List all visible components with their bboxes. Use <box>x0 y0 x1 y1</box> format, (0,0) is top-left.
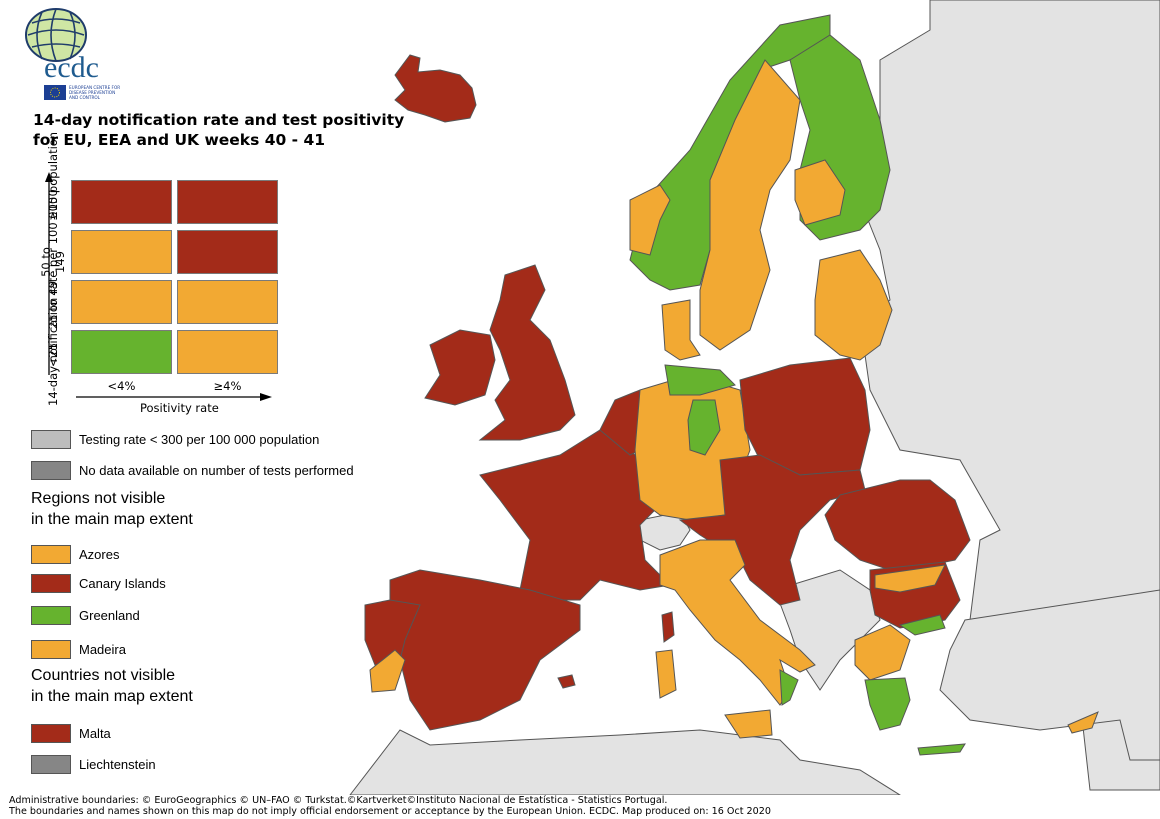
sweden-region <box>699 59 801 351</box>
x-axis-label: Positivity rate <box>140 401 219 415</box>
ecdc-logo: ecdc EUROPEAN CENTRE FOR DISEASE PREVENT… <box>25 8 120 100</box>
legend-region-madeira: Madeira <box>31 640 126 659</box>
balearics-region <box>557 674 576 689</box>
disclaimer-line: The boundaries and names shown on this m… <box>9 806 771 817</box>
bulgaria-band-region <box>874 564 946 593</box>
matrix-legend: 14-day notification rate per 100 000 pop… <box>30 132 290 420</box>
heading-line: Countries not visible <box>31 667 176 684</box>
legend-label: Liechtenstein <box>79 757 156 772</box>
axis-arrows <box>45 172 272 401</box>
france-region <box>479 429 672 601</box>
poland-region <box>739 357 871 476</box>
legend-country-liechtenstein: Liechtenstein <box>31 755 156 774</box>
svg-text:DISEASE PREVENTION: DISEASE PREVENTION <box>69 90 115 95</box>
portugal-north-region <box>364 599 421 666</box>
eu-flag-icon <box>44 85 66 100</box>
greece-south-region <box>864 677 911 731</box>
row-label: <25 <box>46 342 60 368</box>
matrix-cell-lt25-ge4 <box>177 330 278 374</box>
matrix-cell-50to149-ge4 <box>177 230 278 274</box>
ecdc-wordmark: ecdc <box>44 51 99 84</box>
central-europe-region <box>678 454 866 606</box>
map-title: 14-day notification rate and test positi… <box>33 110 413 150</box>
finland-west-region <box>794 159 846 226</box>
attribution-footer: Administrative boundaries: © EuroGeograp… <box>9 795 771 817</box>
regions-heading: Regions not visible in the main map exte… <box>31 488 193 530</box>
matrix-cell-25to49-ge4 <box>177 280 278 324</box>
norway-west-region <box>629 184 671 256</box>
matrix-cell-25to49-lt4 <box>71 280 172 324</box>
swatch-red <box>31 724 71 743</box>
legend-label: Malta <box>79 726 111 741</box>
iceland-region <box>394 54 477 123</box>
countries-heading: Countries not visible in the main map ex… <box>31 665 193 707</box>
attribution-line: Administrative boundaries: © EuroGeograp… <box>9 795 668 806</box>
cyprus-region <box>1067 711 1099 734</box>
swatch-red <box>31 574 71 593</box>
swatch-orange <box>31 545 71 564</box>
germany-north-green-region <box>664 364 736 396</box>
swatch-light-grey <box>31 430 71 449</box>
sardinia-region <box>655 649 677 699</box>
uk-region <box>478 264 576 441</box>
svg-text:EUROPEAN CENTRE FOR: EUROPEAN CENTRE FOR <box>69 85 120 90</box>
row-label: 25 to 49 <box>46 280 60 330</box>
arrow-up-icon <box>45 172 53 182</box>
legend-no-data: No data available on number of tests per… <box>31 461 354 480</box>
arrow-right-icon <box>260 393 272 401</box>
heading-line: in the main map extent <box>31 688 193 705</box>
north-africa-region <box>349 729 901 795</box>
swatch-green <box>31 606 71 625</box>
legend-region-greenland: Greenland <box>31 606 140 625</box>
matrix-cell-ge150-lt4 <box>71 180 172 224</box>
corsica-region <box>661 611 675 643</box>
legend-label: Azores <box>79 547 120 562</box>
matrix-cell-lt25-lt4 <box>71 330 172 374</box>
baltics-region <box>814 249 893 361</box>
romania-region <box>824 479 971 571</box>
heading-line: Regions not visible <box>31 490 166 507</box>
title-line-2: for EU, EEA and UK weeks 40 - 41 <box>33 131 326 149</box>
swatch-orange <box>31 640 71 659</box>
legend-label: Canary Islands <box>79 576 166 591</box>
legend-label: Madeira <box>79 642 126 657</box>
matrix-cell-50to149-lt4 <box>71 230 172 274</box>
sicily-region <box>724 709 773 739</box>
legend-region-canary-islands: Canary Islands <box>31 574 166 593</box>
heading-line: in the main map extent <box>31 511 193 528</box>
germany-central-green-region <box>687 399 721 456</box>
calabria-region <box>779 669 799 706</box>
col-label: ≥4% <box>213 379 242 393</box>
greece-north-region <box>854 624 911 681</box>
norway-region <box>629 14 831 291</box>
title-line-1: 14-day notification rate and test positi… <box>33 111 405 129</box>
matrix-cell-ge150-ge4 <box>177 180 278 224</box>
legend-country-malta: Malta <box>31 724 111 743</box>
legend-label: Greenland <box>79 608 140 623</box>
legend-label: Testing rate < 300 per 100 000 populatio… <box>79 432 320 447</box>
crete-region <box>917 743 966 756</box>
row-label: ≥150 <box>46 189 60 221</box>
col-label: <4% <box>107 379 136 393</box>
greece-thrace-region <box>898 614 946 636</box>
svg-text:AND CONTROL: AND CONTROL <box>69 95 101 100</box>
swatch-dark-grey <box>31 461 71 480</box>
europe-map <box>349 0 1160 795</box>
denmark-region <box>661 299 701 361</box>
legend-label: No data available on number of tests per… <box>79 463 354 478</box>
italy-region <box>659 539 816 706</box>
legend-testing-rate: Testing rate < 300 per 100 000 populatio… <box>31 430 319 449</box>
legend-region-azores: Azores <box>31 545 119 564</box>
portugal-alentejo-region <box>369 649 406 693</box>
swatch-dark-grey <box>31 755 71 774</box>
ireland-region <box>424 329 496 406</box>
